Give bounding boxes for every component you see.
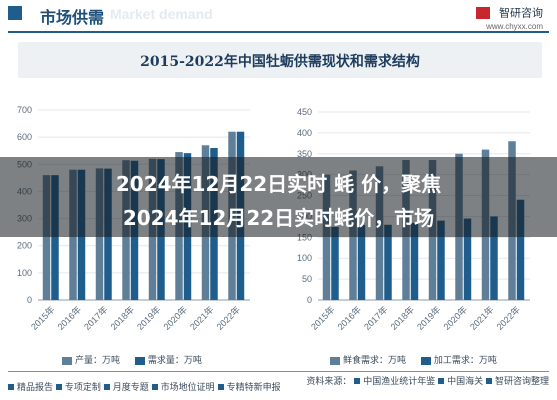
legend-item: 加工需求：万吨 bbox=[420, 356, 497, 366]
header-divider bbox=[8, 31, 549, 33]
source-item: 中国渔业统计年鉴 bbox=[354, 377, 435, 387]
legend-label: 加工需求：万吨 bbox=[433, 356, 497, 366]
x-tick-label: 2019年 bbox=[134, 304, 162, 332]
y-tick-label: 200 bbox=[17, 241, 32, 251]
x-tick-label: 2018年 bbox=[108, 304, 136, 332]
footer-link[interactable]: 月度专题 bbox=[103, 383, 149, 393]
bar-series-2 bbox=[437, 220, 445, 300]
bar-series-2 bbox=[384, 224, 392, 300]
bullet-icon bbox=[103, 384, 110, 390]
footer-link[interactable]: 精品报告 bbox=[8, 383, 53, 393]
legend-right: 鲜食需求：万吨 加工需求：万吨 bbox=[330, 353, 509, 366]
x-tick-label: 2018年 bbox=[388, 304, 416, 332]
headline-line-1: 2024年12月22日实时 蚝 价，聚焦 bbox=[115, 172, 442, 196]
brand-url[interactable]: www.chyxx.com bbox=[486, 22, 543, 31]
bar-series-2 bbox=[410, 222, 419, 300]
x-tick-label: 2020年 bbox=[161, 304, 189, 332]
footer-link[interactable]: 市场地位证明 bbox=[151, 383, 215, 393]
source-item: 中国海关 bbox=[438, 377, 483, 387]
x-tick-label: 2021年 bbox=[467, 304, 495, 332]
chart-title: 2015-2022年中国牡蛎供需现状和需求结构 bbox=[140, 54, 420, 70]
legend-swatch bbox=[330, 356, 340, 365]
bullet-icon bbox=[438, 378, 445, 384]
footer-links: 精品报告 专项定制 月度专题 市场地位证明 专精特新申报 bbox=[8, 380, 281, 393]
headline-line-2: 2024年12月22日实时蚝价，市场 bbox=[122, 206, 435, 230]
legend-label: 需求量：万吨 bbox=[147, 356, 202, 366]
y-tick-label: 350 bbox=[297, 149, 312, 159]
bullet-icon bbox=[485, 378, 492, 384]
legend-swatch bbox=[62, 356, 72, 365]
y-tick-label: 0 bbox=[27, 295, 32, 305]
brand-logo-icon bbox=[475, 6, 490, 19]
bar-series-2 bbox=[490, 216, 498, 300]
bar-series-2 bbox=[463, 218, 472, 300]
header: Market demand 市场供需 智研咨询 www.chyxx.com bbox=[0, 0, 557, 34]
x-tick-label: 2017年 bbox=[81, 304, 109, 332]
legend-item: 产量：万吨 bbox=[62, 356, 120, 366]
bar-series-1 bbox=[322, 174, 331, 300]
footer-link[interactable]: 专精特新申报 bbox=[217, 383, 281, 393]
y-tick-label: 400 bbox=[297, 128, 312, 138]
legend-swatch bbox=[420, 356, 431, 365]
legend-label: 产量：万吨 bbox=[75, 356, 121, 366]
y-tick-label: 0 bbox=[307, 295, 312, 305]
bullet-icon bbox=[217, 384, 224, 390]
bar-series-2 bbox=[51, 175, 59, 300]
bullet-icon bbox=[8, 384, 14, 390]
legend-item: 鲜食需求：万吨 bbox=[330, 356, 406, 366]
y-tick-label: 100 bbox=[17, 268, 32, 278]
y-tick-label: 150 bbox=[297, 232, 312, 242]
x-tick-label: 2015年 bbox=[28, 304, 56, 332]
y-tick-label: 100 bbox=[297, 253, 312, 263]
bullet-icon bbox=[354, 378, 361, 384]
bar-series-2 bbox=[357, 224, 366, 300]
y-tick-label: 700 bbox=[17, 105, 32, 115]
y-tick-label: 600 bbox=[17, 132, 32, 142]
section-title: 市场供需 bbox=[40, 8, 105, 27]
bullet-icon bbox=[55, 384, 62, 390]
x-tick-label: 2021年 bbox=[187, 304, 215, 332]
legend-left: 产量：万吨 需求量：万吨 bbox=[62, 353, 214, 366]
x-tick-label: 2019年 bbox=[414, 304, 442, 332]
x-tick-label: 2022年 bbox=[494, 304, 522, 332]
section-marker-icon bbox=[8, 6, 22, 20]
y-tick-label: 50 bbox=[302, 274, 312, 284]
x-tick-label: 2022年 bbox=[214, 304, 242, 332]
bar-series-2 bbox=[331, 226, 339, 300]
x-tick-label: 2020年 bbox=[441, 304, 469, 332]
legend-label: 鲜食需求：万吨 bbox=[343, 356, 407, 366]
headline-overlay bbox=[0, 157, 557, 237]
bar-series-1 bbox=[42, 175, 51, 300]
y-tick-label: 450 bbox=[297, 107, 312, 117]
brand-name: 智研咨询 bbox=[499, 6, 543, 20]
bullet-icon bbox=[151, 384, 158, 390]
footer-divider bbox=[8, 371, 549, 372]
x-tick-label: 2017年 bbox=[361, 304, 389, 332]
footer-sources: 资料来源： 中国渔业统计年鉴 中国海关 智研咨询整理 bbox=[306, 374, 549, 387]
source-item: 智研咨询整理 bbox=[485, 377, 549, 387]
bar-series-2 bbox=[516, 199, 525, 300]
source-label: 资料来源： bbox=[306, 377, 352, 387]
x-tick-label: 2016年 bbox=[55, 304, 83, 332]
chart-title-panel: 2015-2022年中国牡蛎供需现状和需求结构 bbox=[18, 42, 542, 78]
header-watermark: Market demand bbox=[110, 6, 213, 22]
x-tick-label: 2015年 bbox=[308, 304, 336, 332]
footer-link[interactable]: 专项定制 bbox=[55, 383, 101, 393]
brand[interactable]: 智研咨询 www.chyxx.com bbox=[475, 2, 543, 31]
legend-swatch bbox=[134, 356, 145, 365]
x-tick-label: 2016年 bbox=[335, 304, 363, 332]
legend-item: 需求量：万吨 bbox=[134, 356, 202, 366]
